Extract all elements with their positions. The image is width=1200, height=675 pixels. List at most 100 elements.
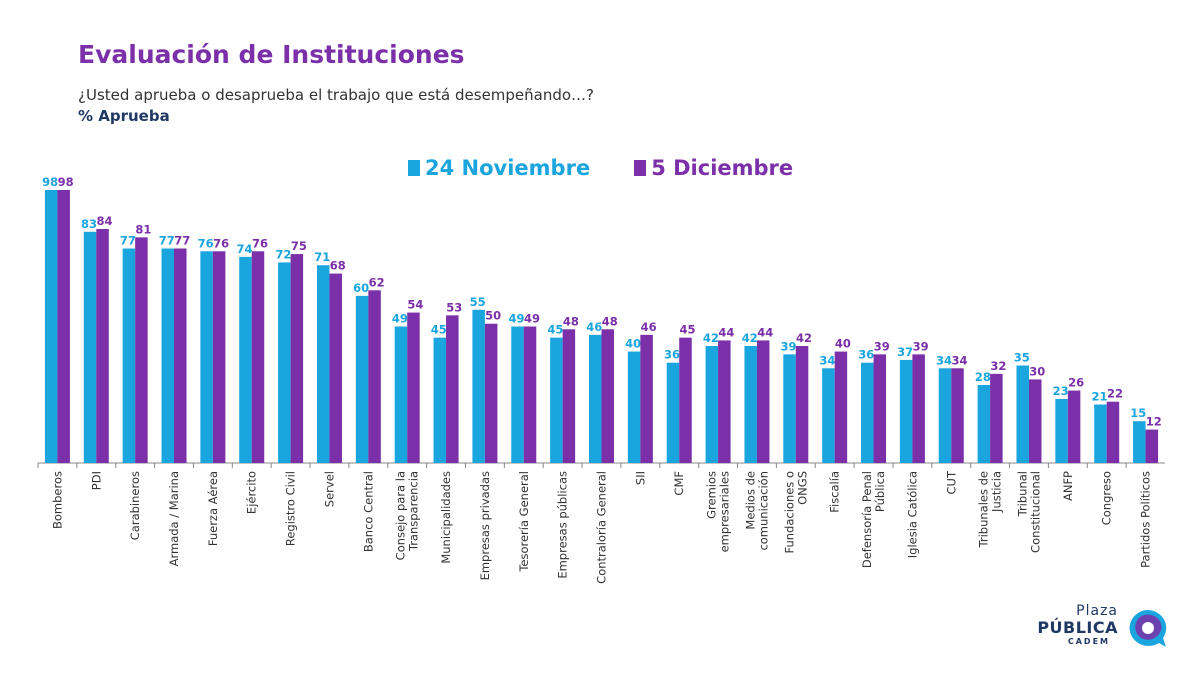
data-label: 84 [97,214,113,228]
category-label-line: Municipalidades [439,471,453,564]
bar-nov24 [1094,404,1107,463]
data-label: 40 [835,337,851,351]
category-label-line: Defensoría Penal [860,471,874,568]
bar-dic5 [251,251,265,463]
bar-nov24 [394,326,408,463]
data-label: 32 [990,359,1006,373]
category-label-line: Consejo para la [394,471,408,560]
logo-line-plaza: Plaza [1076,603,1118,619]
data-label: 34 [819,353,835,367]
data-label: 71 [314,250,330,264]
category-label-line: Fundaciones o [782,471,796,554]
bar-nov24 [83,231,97,463]
bar-nov24 [278,262,291,463]
data-label: 44 [757,325,773,339]
bar-nov24 [472,309,485,463]
bar-dic5 [1067,390,1081,463]
bar-dic5 [290,254,304,463]
bar-dic5 [57,190,70,463]
bar-dic5 [912,354,925,463]
category-label: ANFP [1061,471,1075,501]
data-label: 76 [252,236,268,250]
data-label: 74 [236,242,252,256]
bar-nov24 [316,265,330,463]
data-label: 34 [952,353,968,367]
bar-dic5 [951,368,964,463]
category-label: Bomberos [50,471,64,529]
data-label: 39 [781,339,797,353]
category-label-line: SII [633,471,647,485]
bar-dic5 [1106,401,1120,463]
data-label: 98 [42,175,58,189]
bar-dic5 [718,340,731,463]
category-label: Empresas públicas [556,471,570,579]
category-label-line: Tribunales de [977,471,991,548]
category-label: Congreso [1100,471,1114,525]
legend-item-series-1: 24 Noviembre [408,156,590,180]
data-label: 12 [1146,415,1162,429]
data-label: 15 [1130,406,1146,420]
data-label: 39 [913,339,929,353]
bar-nov24 [589,334,602,463]
bar-nov24 [822,368,835,463]
data-label: 49 [509,312,525,326]
category-label: Municipalidades [439,471,453,564]
legend-swatch-series-1 [408,160,420,176]
category-label: Tribunales deJusticia [977,471,1004,548]
bar-nov24 [511,326,524,463]
bar-nov24 [861,362,874,463]
legend-label-series-2: 5 Diciembre [651,156,794,180]
bar-dic5 [795,346,809,463]
bar-dic5 [834,351,848,463]
category-label: Ejército [245,471,259,514]
bar-nov24 [899,359,913,463]
data-label: 83 [81,217,97,231]
bar-nov24 [1133,421,1146,463]
category-label-line: Partidos Políticos [1139,471,1153,568]
bar-nov24 [977,385,991,463]
data-label: 40 [625,337,641,351]
bar-nov24 [550,337,563,463]
bar-dic5 [212,251,226,463]
data-label: 35 [1014,351,1030,365]
bar-dic5 [174,248,187,463]
data-label: 44 [718,325,734,339]
category-label: CUT [944,470,958,494]
category-label-line: Medios de [743,471,757,530]
category-label-line: Carabineros [128,471,142,540]
category-label-line: Fiscalía [828,471,842,513]
category-label-line: Constitucional [1028,471,1042,553]
category-label: Registro Civil [284,471,298,546]
category-label-line: Armada / Marina [167,471,181,566]
bar-dic5 [329,273,342,463]
bar-dic5 [368,290,381,463]
data-label: 81 [135,222,151,236]
category-label-line: CMF [672,471,686,496]
speech-bubble-icon [1129,609,1167,647]
data-label: 28 [975,370,991,384]
bar-nov24 [744,346,757,463]
bar-nov24 [122,248,136,463]
data-label: 55 [470,295,486,309]
data-label: 75 [291,239,307,253]
data-label: 68 [330,259,346,273]
bar-nov24 [938,368,952,463]
bar-dic5 [873,354,887,463]
category-label: Partidos Políticos [1139,471,1153,568]
bar-dic5 [484,323,498,463]
bar-dic5 [756,340,770,463]
category-label: CMF [672,471,686,496]
chart-legend: 24 Noviembre 5 Diciembre [408,156,793,180]
category-label-line: Congreso [1100,471,1114,525]
category-label-line: empresariales [718,471,732,552]
category-label-line: Fuerza Aérea [206,471,220,546]
data-label: 77 [120,234,136,248]
bar-nov24 [627,351,641,463]
data-label: 22 [1107,387,1123,401]
category-label-line: Registro Civil [284,471,298,546]
category-label: SII [633,471,647,485]
bar-nov24 [161,248,175,463]
category-label: Carabineros [128,471,142,540]
bar-nov24 [239,256,252,463]
